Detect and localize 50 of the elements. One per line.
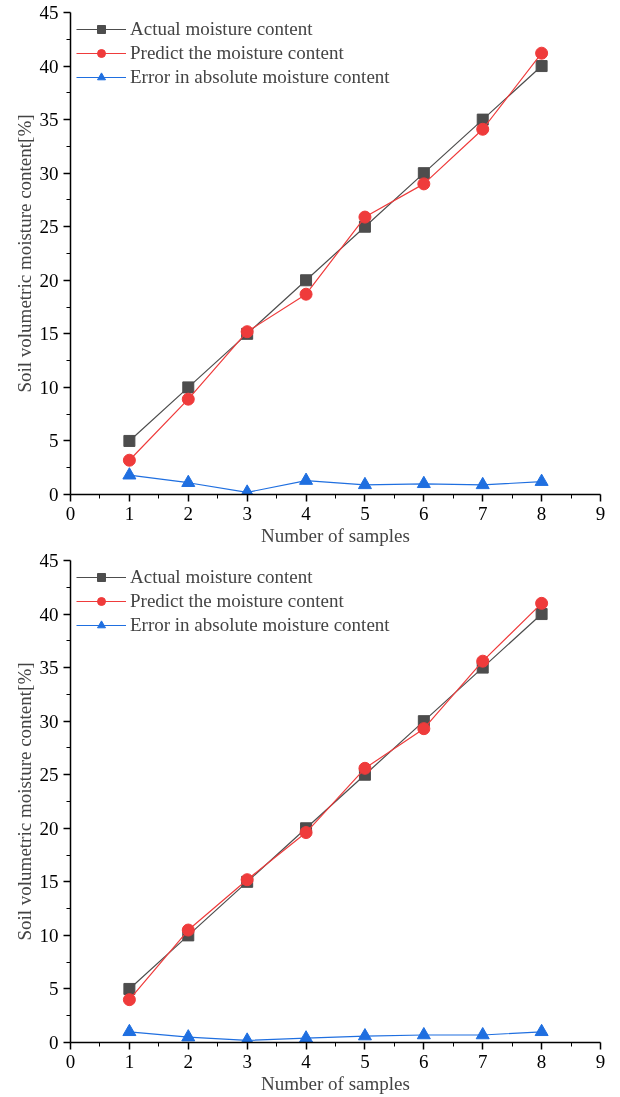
x-axis-title: Number of samples [261,524,410,546]
x-tick-label: 8 [536,502,547,524]
y-tick-label: 40 [39,55,59,77]
y-tick-label: 0 [49,484,59,505]
x-tick-label: 5 [360,1050,370,1072]
x-tick-label: 4 [301,1050,312,1072]
x-tick-label: 1 [124,502,135,524]
x-tick-label: 7 [477,502,488,524]
y-tick-label: 20 [39,269,59,291]
x-tick-label: 6 [419,1050,429,1072]
x-tick-label: 3 [242,1050,252,1072]
x-tick-label: 6 [419,502,429,524]
x-tick-label: 2 [183,1050,194,1072]
legend-label: Error in absolute moisture content [130,66,390,88]
x-tick-label: 3 [242,502,252,524]
y-tick-label: 40 [39,603,59,625]
x-tick-label: 1 [124,1050,135,1072]
x-tick-label: 2 [183,502,194,524]
x-tick-label: 5 [360,502,370,524]
legend-label: Actual moisture content [130,566,313,588]
x-tick-label: 9 [595,502,606,524]
y-tick-label: 25 [39,764,59,786]
y-tick-label: 45 [39,2,59,23]
x-axis-title: Number of samples [261,1072,410,1094]
y-tick-label: 5 [49,978,59,1000]
y-tick-label: 25 [39,216,59,238]
legend-label: Error in absolute moisture content [130,614,390,636]
x-tick-label: 0 [65,502,76,524]
y-tick-label: 35 [39,109,59,131]
y-axis-title: Soil volumetric moisture content[%] [13,114,35,393]
y-axis-title: Soil volumetric moisture content[%] [13,662,35,941]
x-tick-label: 8 [536,1050,547,1072]
y-tick-label: 20 [39,817,59,839]
y-tick-label: 15 [39,323,59,345]
x-tick-label: 4 [301,502,312,524]
legend-label: Predict the moisture content [130,590,344,612]
x-tick-label: 0 [65,1050,76,1072]
y-tick-label: 30 [39,710,59,732]
y-tick-label: 10 [39,376,59,398]
y-tick-label: 5 [49,430,59,452]
x-tick-label: 7 [477,1050,488,1072]
y-tick-label: 35 [39,657,59,679]
y-tick-label: 30 [39,162,59,184]
y-tick-label: 15 [39,871,59,893]
legend-label: Predict the moisture content [130,42,344,64]
y-tick-label: 45 [39,550,59,571]
x-tick-label: 9 [595,1050,606,1072]
legend-label: Actual moisture content [130,18,313,40]
y-tick-label: 0 [49,1032,59,1053]
y-tick-label: 10 [39,924,59,946]
